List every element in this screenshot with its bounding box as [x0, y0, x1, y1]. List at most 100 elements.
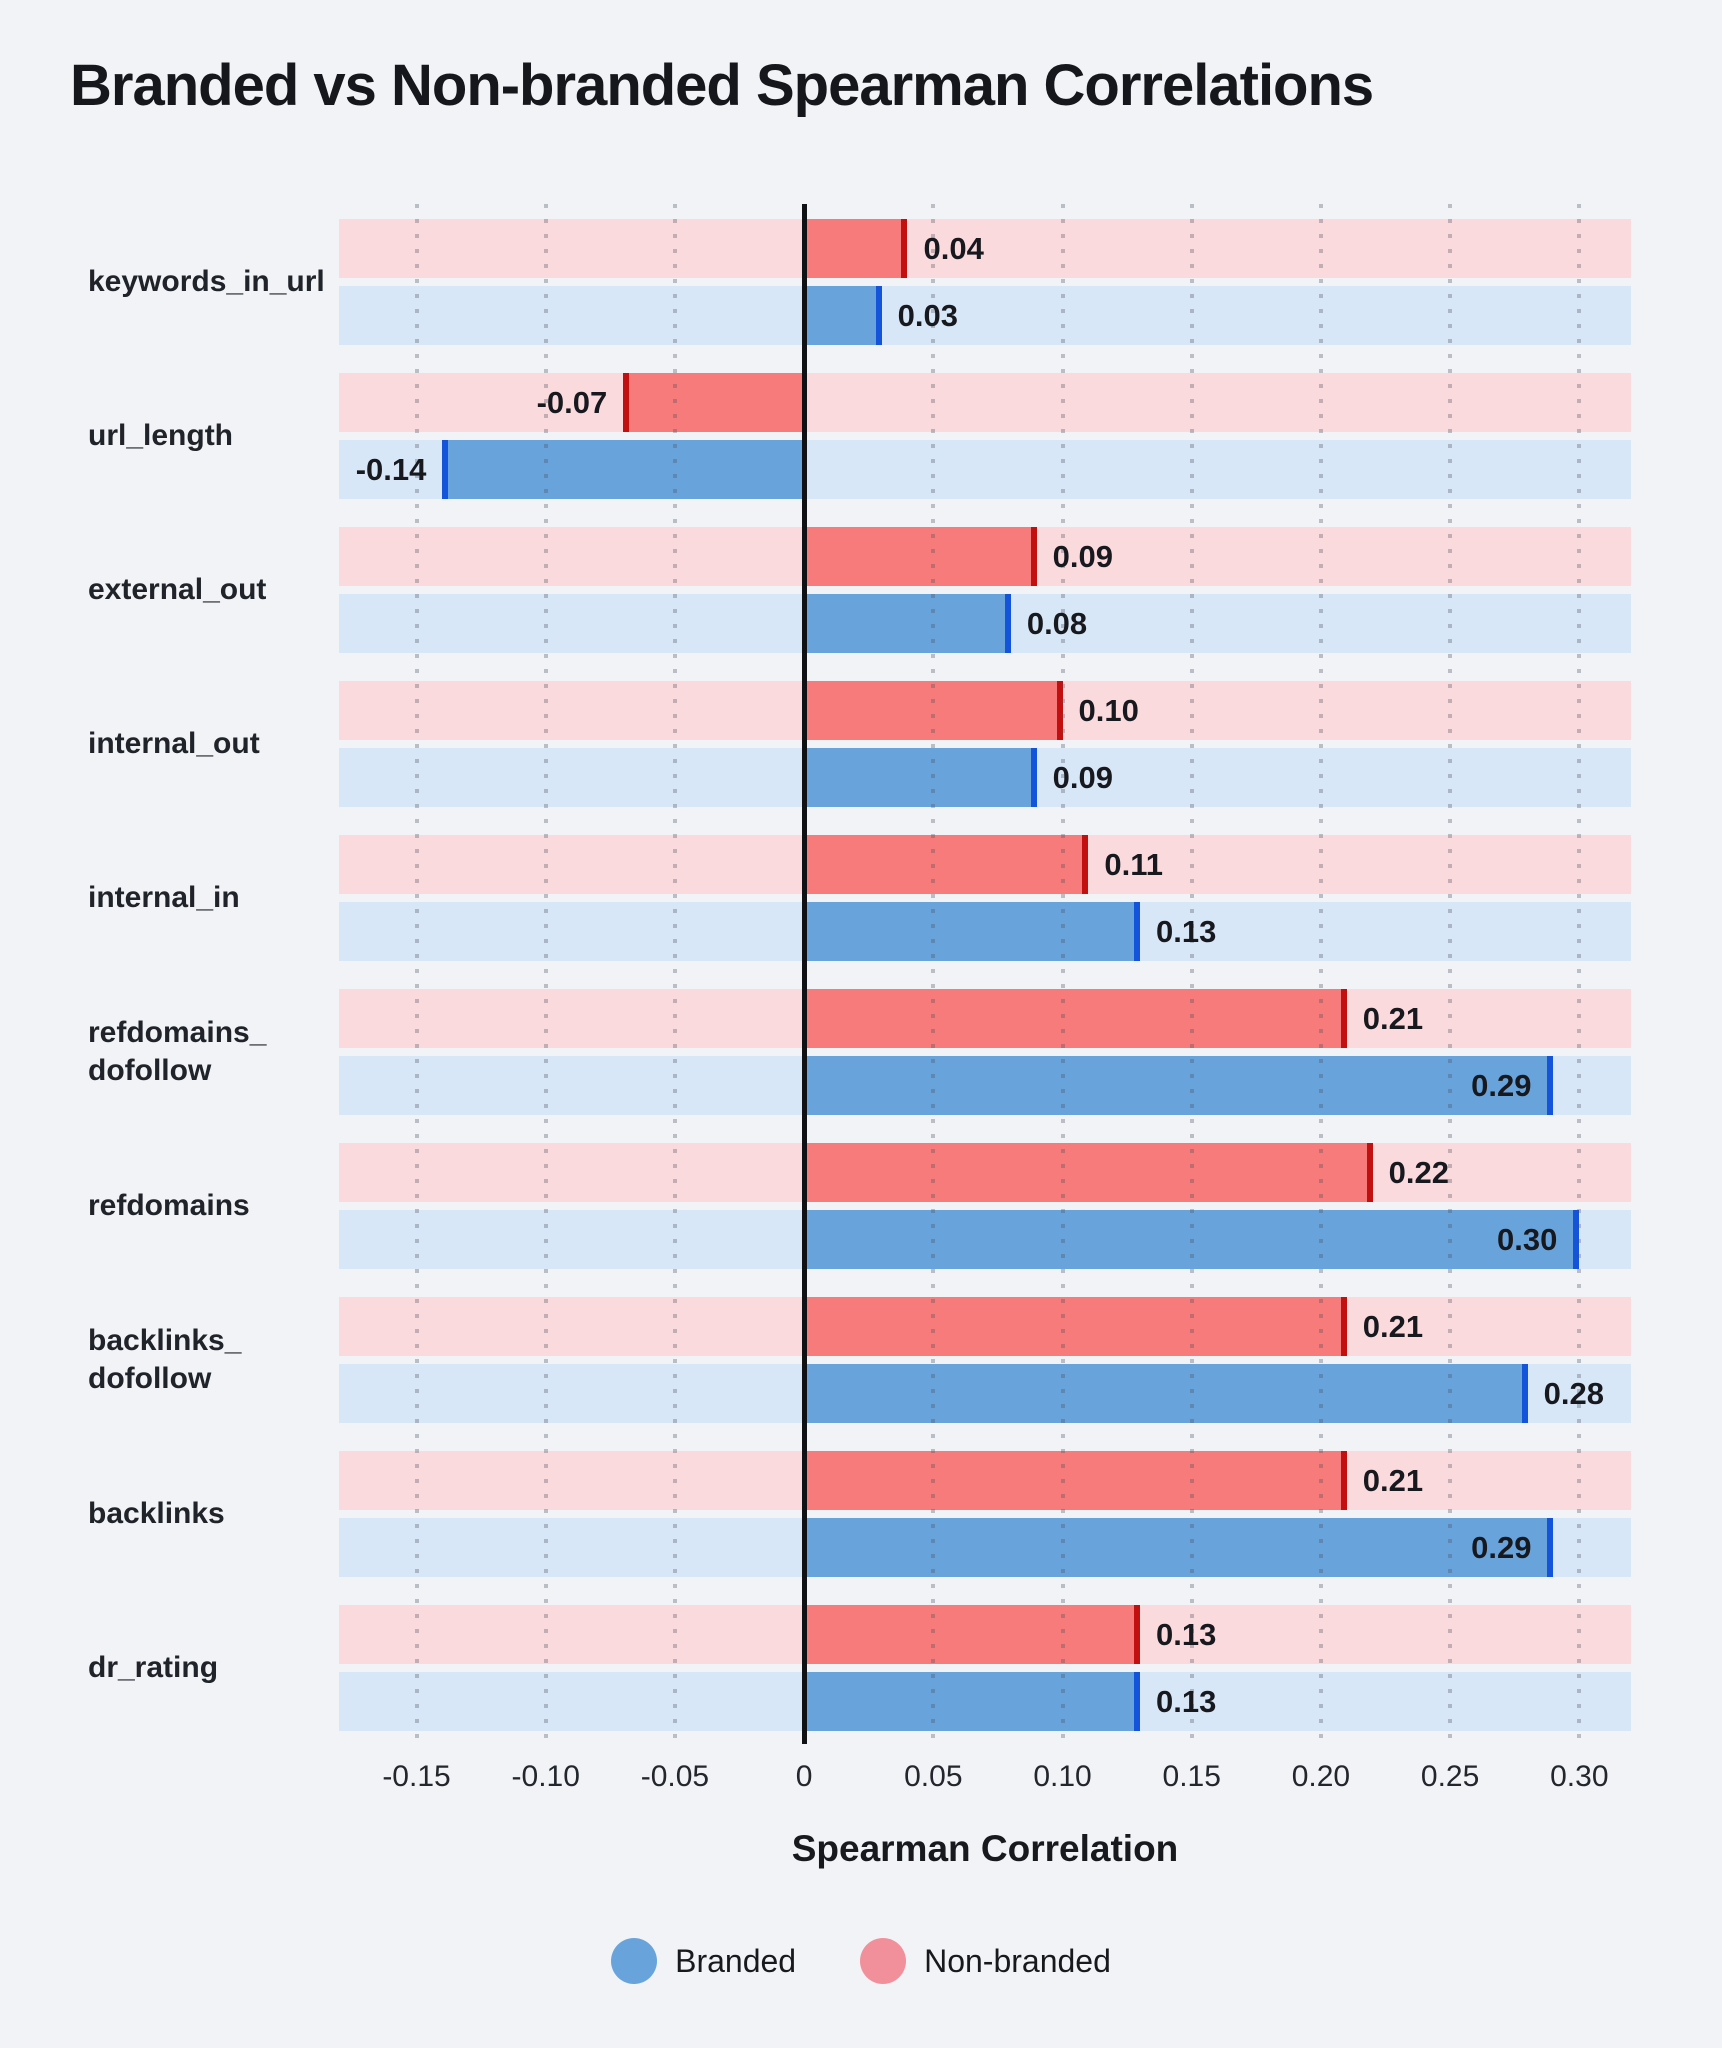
legend-label: Non-branded [924, 1942, 1111, 1979]
bar-end-cap [1004, 594, 1011, 653]
bar-end-cap [1030, 748, 1037, 807]
bar-end-cap [1134, 1672, 1141, 1731]
gridline [1448, 204, 1453, 1744]
bar-track-nonbranded [339, 373, 1631, 432]
bar-end-cap [1030, 527, 1037, 586]
category-label-dr_rating: dr_rating [88, 1651, 219, 1684]
value-label: 0.21 [1362, 1000, 1424, 1036]
bar-end-cap [442, 440, 449, 499]
category-label-internal_out: internal_out [88, 727, 260, 760]
value-label: 0.09 [1052, 759, 1114, 795]
gridline [1060, 204, 1065, 1744]
gridline [1189, 204, 1194, 1744]
bar-end-cap [623, 373, 630, 432]
legend-item-branded: Branded [611, 1938, 796, 1984]
legend-label: Branded [675, 1942, 797, 1979]
gridline [543, 204, 548, 1744]
value-label: 0.04 [923, 230, 984, 266]
bar-end-cap [1521, 1364, 1528, 1423]
bar-branded-internal_in [804, 902, 1141, 961]
value-label: 0.22 [1388, 1154, 1449, 1190]
x-tick-label: -0.05 [640, 1760, 710, 1793]
category-label-refdomains: refdomains [88, 1189, 250, 1222]
bar-end-cap [1134, 902, 1141, 961]
bar-nonbranded-refdomains [804, 1143, 1373, 1202]
bar-nonbranded-external_out [804, 527, 1037, 586]
x-tick-label: -0.15 [382, 1760, 451, 1793]
category-label-external_out: external_out [88, 573, 267, 606]
bar-nonbranded-dr_rating [804, 1605, 1141, 1664]
value-label: -0.07 [536, 384, 608, 420]
value-label: 0.03 [897, 297, 958, 333]
chart-title: Branded vs Non-branded Spearman Correlat… [70, 53, 1374, 118]
x-tick-label: 0.30 [1550, 1760, 1609, 1793]
value-label: 0.13 [1156, 1683, 1217, 1719]
bar-nonbranded-backlinks [804, 1451, 1347, 1510]
bar-end-cap [901, 219, 908, 278]
bar-nonbranded-internal_out [804, 681, 1063, 740]
gridline [1577, 204, 1582, 1744]
gridline [414, 204, 419, 1744]
category-label-backlinks_dofollow: backlinks_ dofollow [88, 1324, 242, 1395]
x-tick-label: 0.15 [1162, 1760, 1221, 1793]
x-axis-title: Spearman Correlation [791, 1828, 1179, 1869]
legend: Branded Non-branded [0, 1938, 1722, 1984]
legend-swatch [611, 1938, 658, 1984]
bar-nonbranded-refdomains_dofollow [804, 989, 1347, 1048]
category-label-url_length: url_length [88, 419, 234, 452]
bar-end-cap [1056, 681, 1063, 740]
bar-branded-backlinks [804, 1518, 1554, 1577]
value-label: 0.28 [1543, 1375, 1604, 1411]
x-tick-label: 0.05 [904, 1760, 963, 1793]
value-label: 0.10 [1078, 692, 1139, 728]
value-label: 0.08 [1026, 605, 1088, 641]
bar-branded-url_length [442, 440, 805, 499]
value-label: -0.14 [355, 451, 427, 487]
bar-branded-internal_out [804, 748, 1037, 807]
bar-track-branded [339, 286, 1631, 345]
bar-end-cap [1340, 989, 1347, 1048]
value-label: 0.09 [1052, 538, 1114, 574]
value-label: 0.29 [1471, 1067, 1532, 1103]
bar-end-cap [1547, 1056, 1554, 1115]
category-label-keywords_in_url: keywords_in_url [88, 265, 325, 298]
gridline [931, 204, 936, 1744]
gridline [672, 204, 677, 1744]
bar-end-cap [1340, 1451, 1347, 1510]
bar-branded-external_out [804, 594, 1011, 653]
bar-nonbranded-internal_in [804, 835, 1089, 894]
zero-axis-line [801, 204, 807, 1744]
bar-branded-dr_rating [804, 1672, 1141, 1731]
x-tick-label: -0.10 [511, 1760, 580, 1793]
value-label: 0.29 [1471, 1529, 1532, 1565]
category-label-backlinks: backlinks [88, 1497, 225, 1530]
x-tick-label: 0.20 [1291, 1760, 1351, 1793]
value-label: 0.13 [1156, 913, 1217, 949]
bar-branded-backlinks_dofollow [804, 1364, 1528, 1423]
x-tick-label: 0.25 [1420, 1760, 1480, 1793]
bar-nonbranded-backlinks_dofollow [804, 1297, 1347, 1356]
value-label: 0.30 [1496, 1221, 1558, 1257]
bar-track-nonbranded [339, 219, 1631, 278]
bar-end-cap [1366, 1143, 1373, 1202]
gridline [1318, 204, 1323, 1744]
bar-end-cap [875, 286, 882, 345]
value-label: 0.13 [1156, 1616, 1217, 1652]
value-label: 0.11 [1104, 846, 1163, 882]
bar-end-cap [1573, 1210, 1580, 1269]
bar-branded-keywords_in_url [804, 286, 882, 345]
x-tick-label: 0 [795, 1760, 813, 1793]
legend-swatch [860, 1938, 907, 1984]
bar-branded-refdomains [804, 1210, 1580, 1269]
bar-nonbranded-url_length [623, 373, 805, 432]
bar-end-cap [1082, 835, 1089, 894]
category-label-internal_in: internal_in [88, 881, 240, 914]
value-label: 0.21 [1362, 1308, 1424, 1344]
x-tick-label: 0.10 [1033, 1760, 1092, 1793]
bar-end-cap [1340, 1297, 1347, 1356]
category-label-refdomains_dofollow: refdomains_ dofollow [88, 1016, 267, 1087]
legend-item-non-branded: Non-branded [860, 1938, 1111, 1984]
bar-end-cap [1134, 1605, 1141, 1664]
value-label: 0.21 [1362, 1462, 1424, 1498]
